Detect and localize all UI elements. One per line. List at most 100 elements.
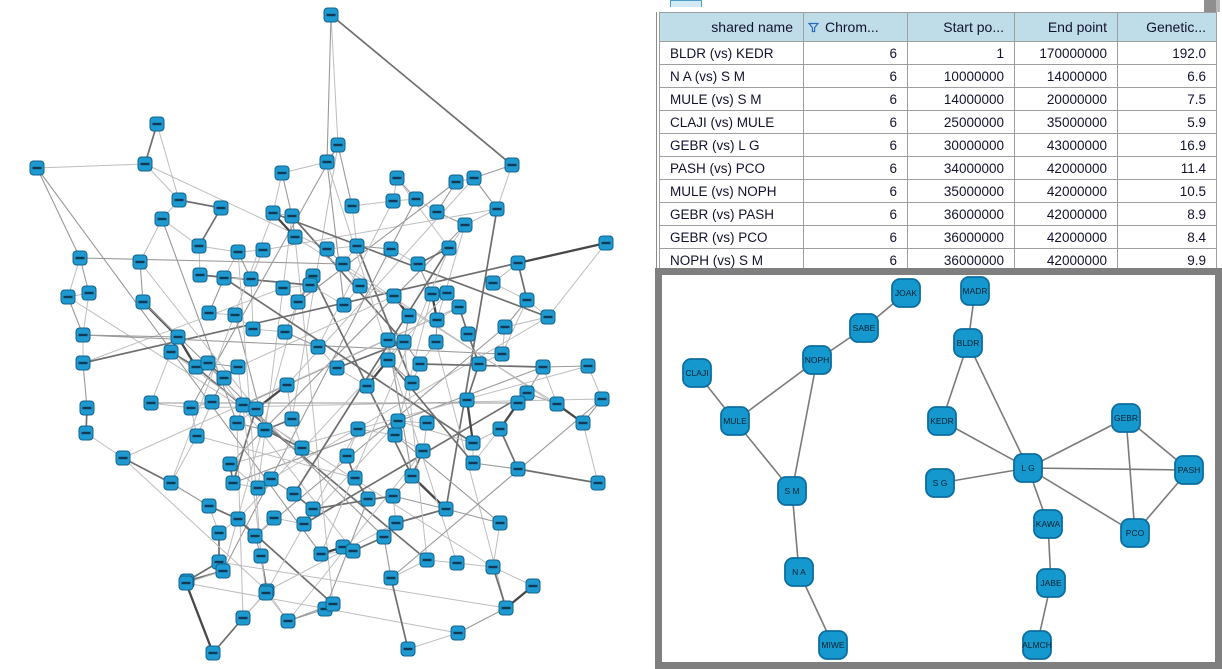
table-cell[interactable]: 25000000 bbox=[907, 110, 1015, 134]
table-cell[interactable]: 14000000 bbox=[1014, 64, 1118, 88]
table-row[interactable]: MULE (vs) S M 6 14000000 20000000 7.5 bbox=[659, 87, 1217, 111]
column-header-start-position[interactable]: Start po... bbox=[907, 12, 1015, 42]
table-cell[interactable]: PASH (vs) PCO bbox=[659, 156, 804, 180]
overview-network-edge[interactable] bbox=[330, 14, 513, 166]
detail-network-edge[interactable] bbox=[1027, 467, 1190, 471]
overview-network-edge[interactable] bbox=[79, 257, 344, 265]
overview-network-edge[interactable] bbox=[517, 468, 599, 484]
table-cell[interactable]: 36000000 bbox=[907, 202, 1015, 226]
table-cell[interactable]: GEBR (vs) PCO bbox=[659, 225, 804, 249]
overview-network-edge[interactable] bbox=[407, 632, 459, 650]
overview-network-edge[interactable] bbox=[517, 241, 607, 265]
table-cell[interactable]: 6 bbox=[803, 179, 908, 203]
table-row[interactable]: GEBR (vs) PASH 6 36000000 42000000 8.9 bbox=[659, 202, 1217, 226]
detail-network-node-s-g[interactable] bbox=[925, 468, 955, 498]
table-row[interactable]: GEBR (vs) L G 6 30000000 43000000 16.9 bbox=[659, 133, 1217, 157]
column-header-chromosome[interactable]: Chrom... bbox=[803, 12, 908, 42]
table-cell[interactable]: 6 bbox=[803, 110, 908, 134]
table-cell[interactable]: 42000000 bbox=[1014, 156, 1118, 180]
overview-network-edge[interactable] bbox=[317, 200, 394, 348]
table-cell[interactable]: 34000000 bbox=[907, 156, 1015, 180]
detail-network-node-sabe[interactable] bbox=[849, 313, 879, 343]
table-cell[interactable]: 42000000 bbox=[1014, 179, 1118, 203]
overview-network-edge[interactable] bbox=[170, 212, 274, 484]
overview-network-edge[interactable] bbox=[291, 215, 405, 343]
table-cell[interactable]: 7.5 bbox=[1117, 87, 1217, 111]
overview-network-edge[interactable] bbox=[396, 177, 450, 249]
overview-network-edge[interactable] bbox=[184, 582, 215, 654]
detail-network-node-gebr[interactable] bbox=[1111, 403, 1141, 433]
detail-network-edge[interactable] bbox=[1027, 417, 1127, 469]
table-cell[interactable]: 6 bbox=[803, 41, 908, 65]
detail-network-edge[interactable] bbox=[1125, 417, 1136, 534]
table-row[interactable]: CLAJI (vs) MULE 6 25000000 35000000 5.9 bbox=[659, 110, 1217, 134]
overview-network-edge[interactable] bbox=[326, 161, 345, 306]
overview-network-edge[interactable] bbox=[122, 457, 172, 484]
overview-network-edge[interactable] bbox=[303, 392, 528, 525]
overview-network-edge[interactable] bbox=[445, 208, 498, 510]
overview-network-edge[interactable] bbox=[397, 420, 474, 444]
detail-network-node-pco[interactable] bbox=[1120, 518, 1150, 548]
overview-network-edge[interactable] bbox=[156, 123, 180, 201]
detail-network-node-pash[interactable] bbox=[1174, 455, 1204, 485]
detail-network-node-s-m[interactable] bbox=[777, 476, 807, 506]
table-cell[interactable]: 14000000 bbox=[907, 87, 1015, 111]
overview-network-edge[interactable] bbox=[457, 607, 507, 634]
overview-network-edge[interactable] bbox=[82, 334, 503, 355]
funnel-filter-icon[interactable] bbox=[807, 20, 820, 36]
table-row[interactable]: PASH (vs) PCO 6 34000000 42000000 11.4 bbox=[659, 156, 1217, 180]
overview-network-edge[interactable] bbox=[161, 218, 238, 424]
table-cell[interactable]: 170000000 bbox=[1014, 41, 1118, 65]
overview-network-edge[interactable] bbox=[218, 561, 507, 609]
table-cell[interactable]: BLDR (vs) KEDR bbox=[659, 41, 804, 65]
column-header-genetic[interactable]: Genetic... bbox=[1117, 12, 1217, 42]
overview-network-edge[interactable] bbox=[312, 495, 394, 510]
overview-network-edge[interactable] bbox=[207, 362, 354, 552]
table-cell[interactable]: GEBR (vs) L G bbox=[659, 133, 804, 157]
overview-network-edge[interactable] bbox=[36, 163, 146, 169]
table-cell[interactable]: 10000000 bbox=[907, 64, 1015, 88]
overview-network-edge[interactable] bbox=[82, 262, 519, 364]
detail-network-node-jabe[interactable] bbox=[1036, 568, 1066, 598]
table-cell[interactable]: MULE (vs) S M bbox=[659, 87, 804, 111]
table-cell[interactable]: 11.4 bbox=[1117, 156, 1217, 180]
table-cell[interactable]: MULE (vs) NOPH bbox=[659, 179, 804, 203]
table-cell[interactable]: 16.9 bbox=[1117, 133, 1217, 157]
detail-network-edge[interactable] bbox=[1027, 467, 1136, 534]
overview-network-edge[interactable] bbox=[390, 577, 409, 650]
table-cell[interactable]: 6.6 bbox=[1117, 64, 1217, 88]
table-cell[interactable]: 5.9 bbox=[1117, 110, 1217, 134]
overview-network-edge[interactable] bbox=[287, 450, 424, 622]
table-cell[interactable]: 192.0 bbox=[1117, 41, 1217, 65]
table-row[interactable]: N A (vs) S M 6 10000000 14000000 6.6 bbox=[659, 64, 1217, 88]
overview-network-edge[interactable] bbox=[196, 435, 356, 479]
table-cell[interactable]: 8.4 bbox=[1117, 225, 1217, 249]
column-header-end-point[interactable]: End point bbox=[1014, 12, 1118, 42]
overview-network-edge[interactable] bbox=[392, 495, 447, 510]
detail-network-edge[interactable] bbox=[967, 342, 1029, 469]
detail-network-node-joak[interactable] bbox=[891, 278, 921, 308]
overview-network-edge[interactable] bbox=[266, 522, 397, 592]
overview-network-edge[interactable] bbox=[436, 224, 466, 321]
detail-network-edge[interactable] bbox=[791, 359, 818, 492]
overview-network-edge[interactable] bbox=[293, 247, 450, 495]
detail-network-canvas[interactable]: JOAK SABE NOPH CLAJI MULE S M N A MIWE MADR BLDR K… bbox=[662, 275, 1215, 662]
table-cell[interactable]: 10.5 bbox=[1117, 179, 1217, 203]
table-cell[interactable]: 20000000 bbox=[1014, 87, 1118, 111]
table-cell[interactable]: 6 bbox=[803, 202, 908, 226]
table-cell[interactable]: 43000000 bbox=[1014, 133, 1118, 157]
overview-network-edge[interactable] bbox=[223, 277, 474, 444]
detail-network-node-kedr[interactable] bbox=[927, 406, 957, 436]
overview-network-edge[interactable] bbox=[262, 208, 498, 251]
overview-network-edge[interactable] bbox=[232, 366, 544, 484]
table-row[interactable]: GEBR (vs) PCO 6 36000000 42000000 8.4 bbox=[659, 225, 1217, 249]
table-cell[interactable]: 6 bbox=[803, 87, 908, 111]
table-cell[interactable]: 35000000 bbox=[907, 179, 1015, 203]
table-cell[interactable]: 35000000 bbox=[1014, 110, 1118, 134]
overview-network-edge[interactable] bbox=[330, 14, 339, 146]
column-header-shared-name[interactable]: shared name bbox=[659, 12, 804, 42]
table-cell[interactable]: 6 bbox=[803, 64, 908, 88]
overview-network-edge[interactable] bbox=[122, 457, 268, 592]
overview-network-edge[interactable] bbox=[337, 144, 353, 207]
table-cell[interactable]: CLAJI (vs) MULE bbox=[659, 110, 804, 134]
